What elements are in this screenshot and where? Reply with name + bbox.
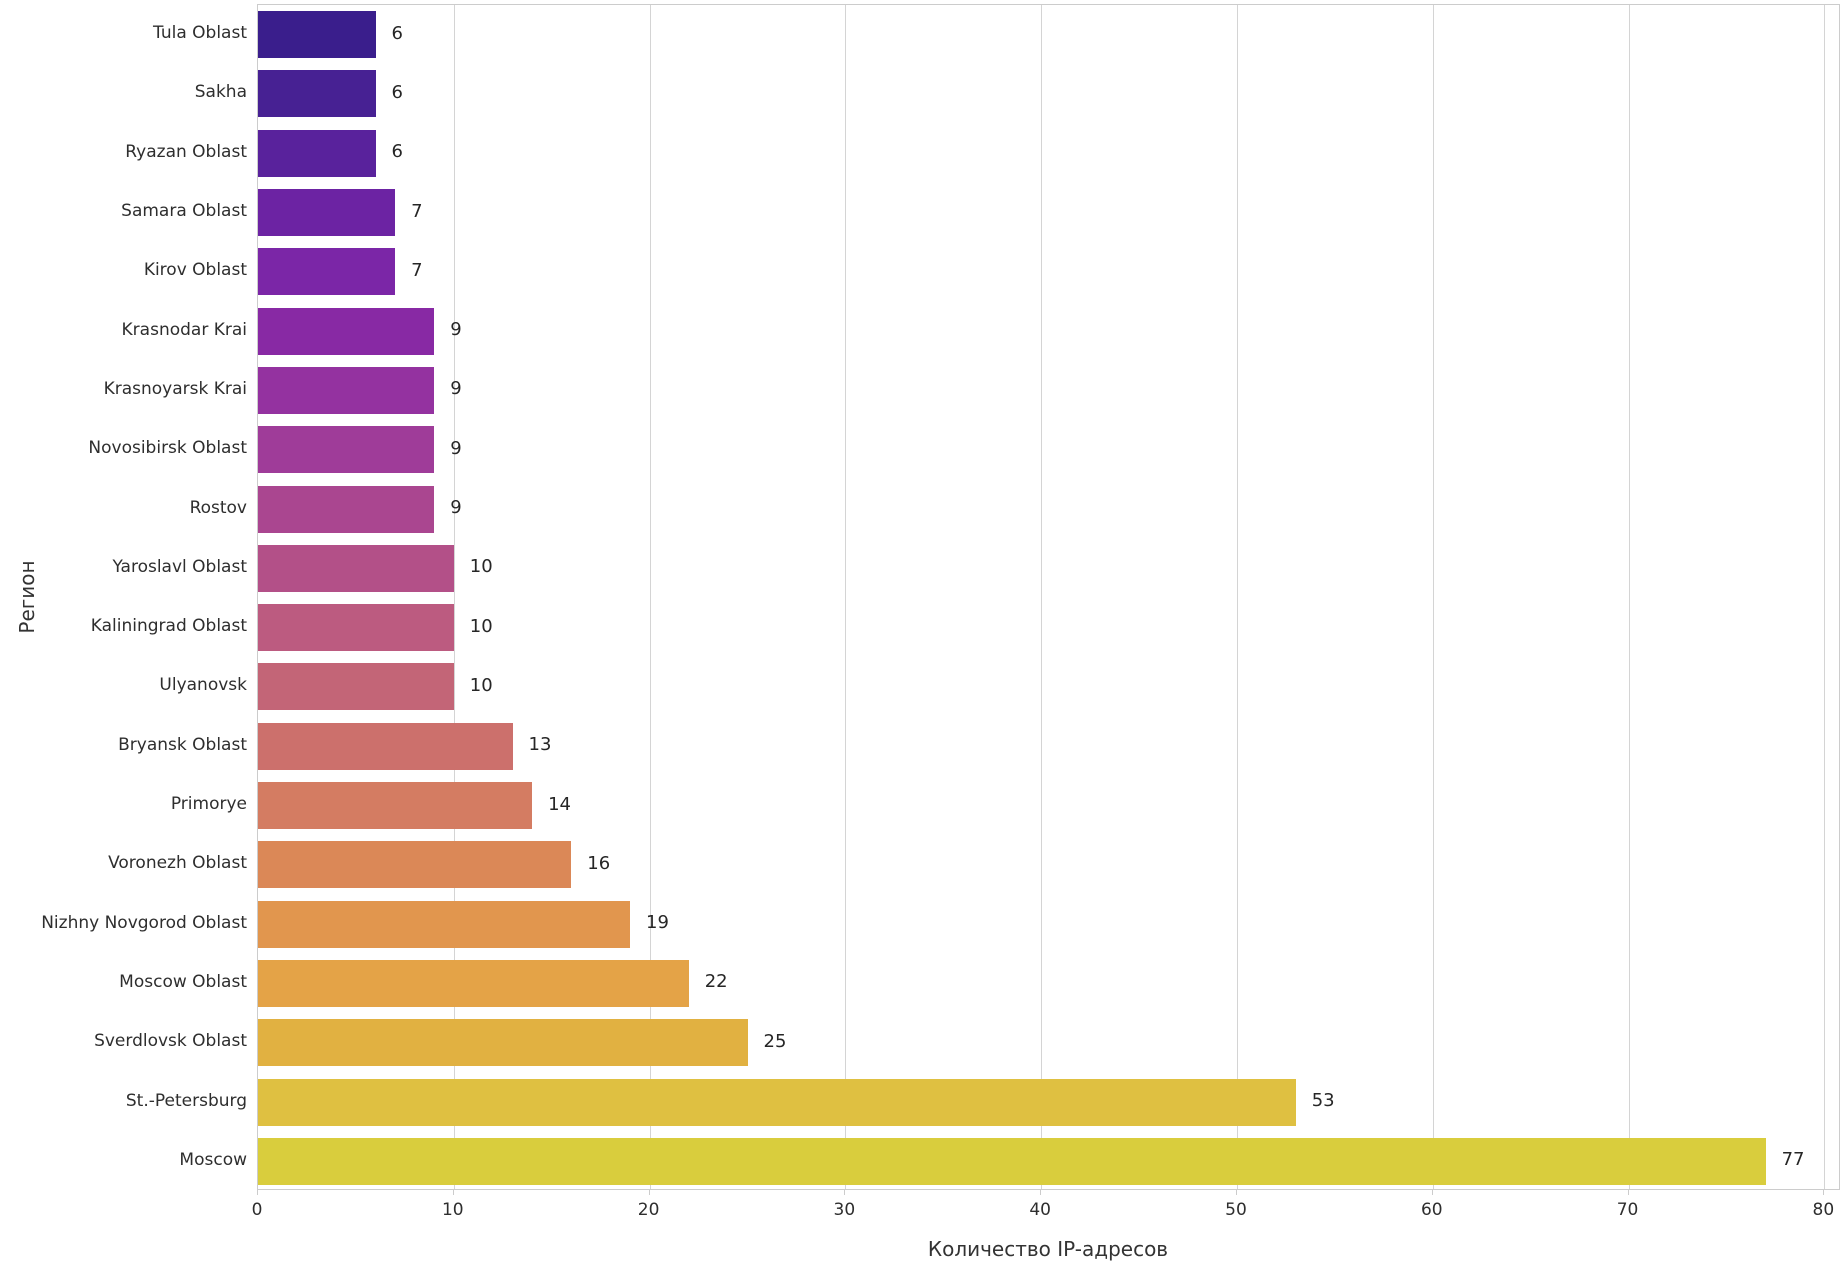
y-tick-label-tula-oblast: Tula Oblast bbox=[153, 23, 247, 44]
y-tick-label-moscow-oblast: Moscow Oblast bbox=[119, 971, 247, 992]
bar-primorye bbox=[258, 782, 533, 829]
x-tick-mark-40 bbox=[1040, 1190, 1041, 1195]
bar-rostov bbox=[258, 485, 435, 533]
bar-value-label: 9 bbox=[450, 497, 462, 518]
bar-ryazan-oblast bbox=[258, 129, 376, 177]
bar-sverdlovsk-oblast bbox=[258, 1019, 748, 1067]
gridline-x-60 bbox=[1433, 5, 1434, 1189]
gridline-x-10 bbox=[454, 5, 455, 1189]
x-tick-mark-10 bbox=[453, 1190, 454, 1195]
bar-kirov-oblast bbox=[258, 248, 396, 296]
x-tick-mark-80 bbox=[1823, 1190, 1824, 1195]
x-tick-label-30: 30 bbox=[833, 1200, 856, 1220]
bar-moscow-oblast bbox=[258, 959, 689, 1007]
bar-value-label: 77 bbox=[1781, 1149, 1805, 1171]
bar-value-label: 9 bbox=[450, 319, 462, 341]
x-tick-mark-0 bbox=[257, 1190, 258, 1195]
x-tick-label-0: 0 bbox=[251, 1200, 263, 1220]
gridline-x-50 bbox=[1237, 5, 1238, 1189]
y-tick-label-yaroslavl-oblast: Yaroslavl Oblast bbox=[112, 556, 248, 577]
bar-value-label: 9 bbox=[450, 437, 462, 459]
x-tick-mark-30 bbox=[844, 1190, 845, 1195]
bar-value-label: 6 bbox=[391, 141, 403, 163]
bar-moscow bbox=[258, 1137, 1766, 1185]
bar-novosibirsk-oblast bbox=[258, 426, 435, 474]
y-tick-label-rostov: Rostov bbox=[189, 497, 247, 518]
bar-bryansk-oblast bbox=[258, 722, 513, 770]
bar-value-label: 10 bbox=[469, 556, 493, 578]
y-tick-label-bryansk-oblast: Bryansk Oblast bbox=[118, 734, 247, 755]
y-tick-label-kaliningrad-oblast: Kaliningrad Oblast bbox=[90, 616, 247, 637]
y-tick-label-krasnoyarsk-krai: Krasnoyarsk Krai bbox=[103, 378, 247, 399]
bar-value-label: 13 bbox=[528, 734, 552, 756]
x-axis-title: Количество IP-адресов bbox=[927, 1237, 1169, 1261]
x-tick-mark-20 bbox=[649, 1190, 650, 1195]
y-tick-label-samara-oblast: Samara Oblast bbox=[121, 201, 247, 221]
x-tick-mark-50 bbox=[1236, 1190, 1237, 1195]
bar-ulyanovsk bbox=[258, 663, 454, 711]
bar-value-label: 9 bbox=[450, 378, 462, 400]
x-tick-label-60: 60 bbox=[1420, 1200, 1443, 1220]
bar-value-label: 10 bbox=[469, 674, 493, 696]
gridline-x-30 bbox=[845, 5, 846, 1189]
x-tick-mark-60 bbox=[1432, 1190, 1433, 1195]
x-tick-mark-70 bbox=[1628, 1190, 1629, 1195]
x-tick-label-50: 50 bbox=[1225, 1200, 1247, 1220]
bar-tula-oblast bbox=[258, 11, 376, 59]
bar-nizhny-novgorod-oblast bbox=[258, 900, 630, 948]
bar-value-label: 7 bbox=[411, 200, 423, 222]
x-tick-label-70: 70 bbox=[1616, 1200, 1639, 1220]
y-tick-label-ulyanovsk: Ulyanovsk bbox=[159, 675, 247, 696]
x-tick-label-40: 40 bbox=[1029, 1200, 1051, 1220]
bar-st-petersburg bbox=[258, 1078, 1296, 1126]
y-tick-label-moscow: Moscow bbox=[179, 1149, 247, 1170]
gridline-x-40 bbox=[1041, 5, 1042, 1189]
bar-krasnodar-krai bbox=[258, 307, 435, 355]
bar-voronezh-oblast bbox=[258, 841, 572, 889]
bar-sakha bbox=[258, 70, 376, 118]
y-tick-label-voronezh-oblast: Voronezh Oblast bbox=[108, 853, 247, 874]
y-tick-label-krasnodar-krai: Krasnodar Krai bbox=[121, 319, 247, 340]
y-tick-label-kirov-oblast: Kirov Oblast bbox=[143, 260, 247, 281]
bar-value-label: 10 bbox=[469, 615, 493, 637]
bar-value-label: 19 bbox=[646, 912, 669, 934]
y-tick-label-ryazan-oblast: Ryazan Oblast bbox=[125, 141, 247, 162]
bar-value-label: 16 bbox=[587, 852, 611, 874]
bar-value-label: 6 bbox=[391, 22, 403, 44]
y-tick-label-primorye: Primorye bbox=[170, 794, 247, 814]
bar-value-label: 25 bbox=[763, 1030, 787, 1052]
y-tick-label-nizhny-novgorod-oblast: Nizhny Novgorod Oblast bbox=[41, 912, 247, 933]
bar-value-label: 22 bbox=[704, 971, 728, 993]
y-tick-label-st-petersburg: St.-Petersburg bbox=[125, 1090, 247, 1111]
bar-value-label: 53 bbox=[1311, 1090, 1335, 1111]
bar-samara-oblast bbox=[258, 189, 396, 236]
x-tick-label-20: 20 bbox=[637, 1200, 660, 1220]
bar-value-label: 7 bbox=[411, 259, 423, 281]
bar-value-label: 6 bbox=[391, 81, 403, 103]
y-tick-label-sakha: Sakha bbox=[194, 82, 247, 103]
gridline-x-70 bbox=[1629, 5, 1630, 1189]
bar-yaroslavl-oblast bbox=[258, 544, 454, 592]
y-tick-label-novosibirsk-oblast: Novosibirsk Oblast bbox=[88, 438, 247, 459]
bar-value-label: 14 bbox=[548, 793, 571, 815]
x-tick-label-10: 10 bbox=[441, 1200, 464, 1220]
gridline-x-20 bbox=[650, 5, 651, 1189]
bar-kaliningrad-oblast bbox=[258, 604, 454, 652]
x-tick-label-80: 80 bbox=[1812, 1200, 1835, 1220]
bar-krasnoyarsk-krai bbox=[258, 366, 435, 414]
y-axis-title: Регион bbox=[15, 560, 39, 634]
gridline-x-80 bbox=[1824, 5, 1825, 1189]
y-tick-label-sverdlovsk-oblast: Sverdlovsk Oblast bbox=[94, 1031, 247, 1052]
plot-area bbox=[257, 4, 1840, 1190]
